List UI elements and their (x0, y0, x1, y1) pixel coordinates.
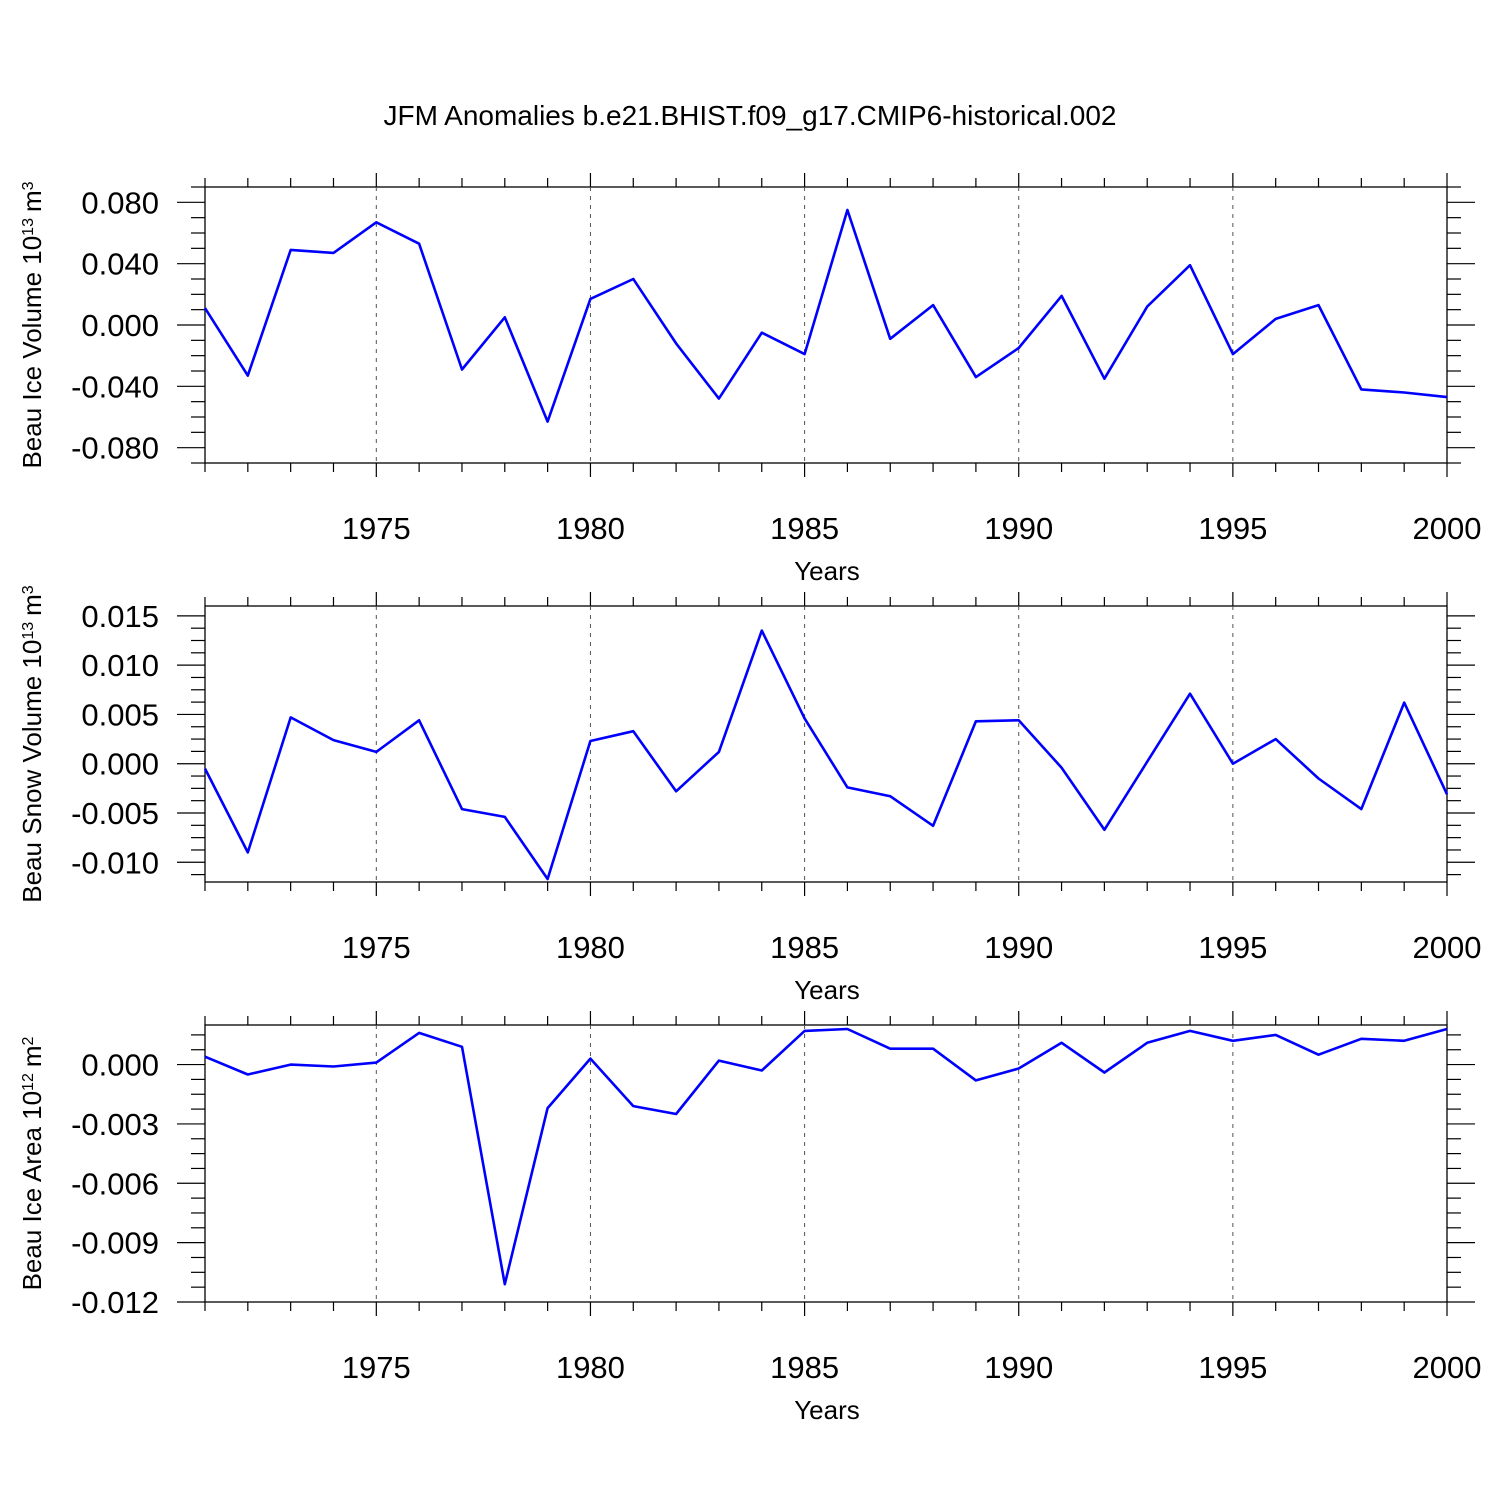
y-tick-label: -0.012 (71, 1285, 159, 1320)
y-axis-title-unit-exponent: 2 (20, 1036, 37, 1045)
x-tick-label: 1985 (770, 930, 839, 965)
y-axis-title-unit: m (17, 594, 47, 616)
y-axis-title-exponent: 13 (20, 218, 37, 236)
x-tick-label: 1990 (984, 1350, 1053, 1385)
x-tick-label: 1995 (1198, 930, 1267, 965)
x-tick-label: 1990 (984, 511, 1053, 546)
y-tick-label: -0.080 (71, 431, 159, 466)
y-axis-title-exponent: 13 (20, 622, 37, 640)
x-tick-label: 1980 (556, 511, 625, 546)
y-tick-label: 0.015 (81, 599, 159, 634)
series-line (203, 208, 1448, 423)
y-tick-label: -0.006 (71, 1166, 159, 1201)
y-tick-label: -0.009 (71, 1226, 159, 1261)
series-line (204, 1027, 1448, 1286)
y-axis-title-unit-exponent: 3 (20, 181, 37, 190)
panel-snow-volume: 1975 1980 1985 1990 1995 2000 0.015 0.010 0.005 0… (17, 585, 1481, 1005)
x-tick-label: 1990 (984, 930, 1053, 965)
x-tick-label: 1975 (342, 1350, 411, 1385)
x-axis-title: Years (794, 556, 860, 586)
x-tick-label: 2000 (1413, 1350, 1482, 1385)
y-tick-label: 0.080 (81, 185, 159, 220)
y-axis-title-main: Beau Snow Volume 10 (17, 640, 47, 903)
y-axis-title-main: Beau Ice Area 10 (17, 1091, 47, 1290)
y-axis-title: Beau Snow Volume 1013 m3 (17, 585, 47, 903)
x-tick-label: 1995 (1198, 511, 1267, 546)
x-axis-title: Years (794, 1395, 860, 1425)
y-axis-title-unit: m (17, 1045, 47, 1067)
y-tick-label: 0.000 (81, 1048, 159, 1083)
y-axis-title: Beau Ice Area 1012 m2 (17, 1036, 47, 1290)
panel-ice-area: 1975 1980 1985 1990 1995 2000 0.000 -0.003 -0.00… (17, 1011, 1481, 1425)
x-tick-label: 1995 (1198, 1350, 1267, 1385)
x-tick-label: 1975 (342, 511, 411, 546)
y-tick-label: -0.040 (71, 369, 159, 404)
x-tick-label: 2000 (1413, 930, 1482, 965)
y-tick-label: 0.000 (81, 308, 159, 343)
plot-frame (204, 605, 1448, 883)
series-line (203, 629, 1449, 881)
x-tick-label: 1980 (556, 930, 625, 965)
y-axis-title: Beau Ice Volume 1013 m3 (17, 181, 47, 468)
plot-frame (204, 1024, 1448, 1303)
y-tick-label: 0.000 (81, 747, 159, 782)
y-tick-label: -0.010 (71, 845, 159, 880)
x-axis-title: Years (794, 975, 860, 1005)
y-tick-label: 0.040 (81, 247, 159, 282)
y-tick-label: -0.005 (71, 796, 159, 831)
x-tick-label: 2000 (1413, 511, 1482, 546)
y-axis-title-main: Beau Ice Volume 10 (17, 236, 47, 469)
y-axis-title-unit: m (17, 190, 47, 212)
y-axis-title-unit-exponent: 3 (20, 585, 37, 594)
x-tick-label: 1980 (556, 1350, 625, 1385)
main-title: JFM Anomalies b.e21.BHIST.f09_g17.CMIP6-… (383, 100, 1116, 131)
panel-ice-volume: 1975 1980 1985 1990 1995 2000 0.080 0.040 0.000 -… (17, 173, 1481, 586)
x-tick-label: 1975 (342, 930, 411, 965)
x-tick-label: 1985 (770, 511, 839, 546)
y-tick-label: 0.005 (81, 697, 159, 732)
y-tick-label: 0.010 (81, 648, 159, 683)
x-tick-label: 1985 (770, 1350, 839, 1385)
y-tick-label: -0.003 (71, 1107, 159, 1142)
y-axis-title-exponent: 12 (20, 1073, 37, 1091)
